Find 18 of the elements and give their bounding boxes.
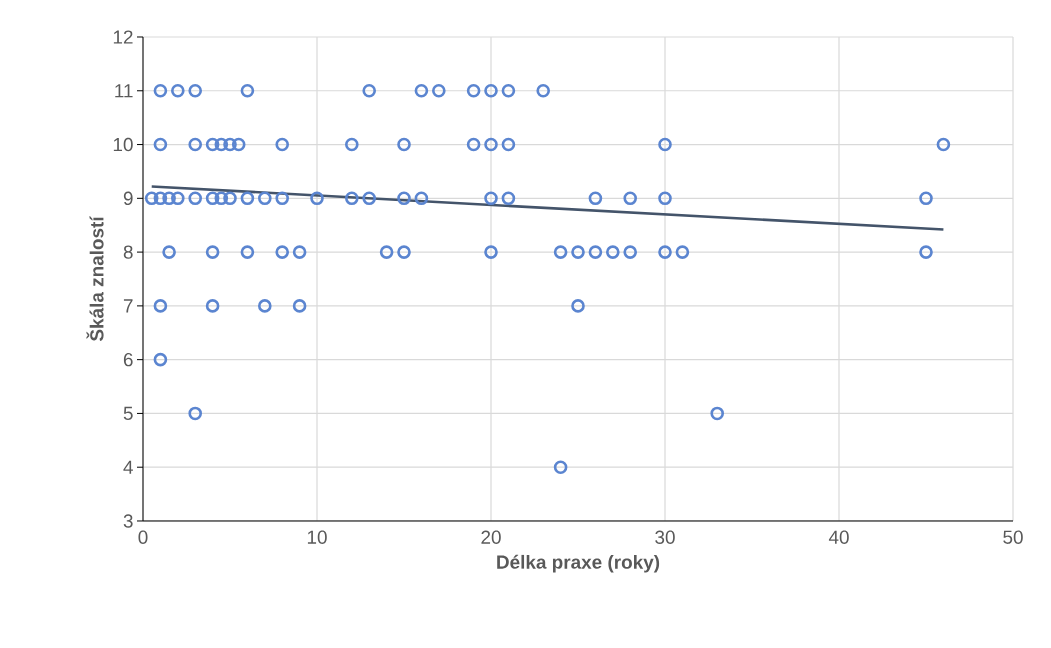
- x-axis-title: Délka praxe (roky): [497, 554, 660, 573]
- y-tick-label: 10: [113, 137, 133, 152]
- x-tick-label: 20: [481, 530, 501, 544]
- x-tick-label: 0: [138, 530, 148, 544]
- x-tick-label: 50: [1003, 530, 1023, 544]
- y-tick-label: 12: [113, 30, 133, 44]
- y-tick-label: 6: [123, 352, 133, 367]
- y-tick-label: 8: [123, 245, 133, 259]
- y-tick-label: 3: [123, 514, 133, 528]
- y-tick-label: 4: [123, 460, 133, 474]
- x-tick-label: 40: [828, 530, 849, 544]
- x-tick-label: 30: [655, 530, 675, 544]
- y-axis-title: Škála znalostí: [86, 215, 104, 342]
- y-tick-label: 9: [123, 191, 133, 206]
- y-tick-label: 5: [123, 406, 133, 421]
- y-tick-label: 11: [115, 84, 133, 98]
- y-tick-label: 7: [123, 299, 133, 313]
- x-tick-label: 10: [307, 530, 327, 544]
